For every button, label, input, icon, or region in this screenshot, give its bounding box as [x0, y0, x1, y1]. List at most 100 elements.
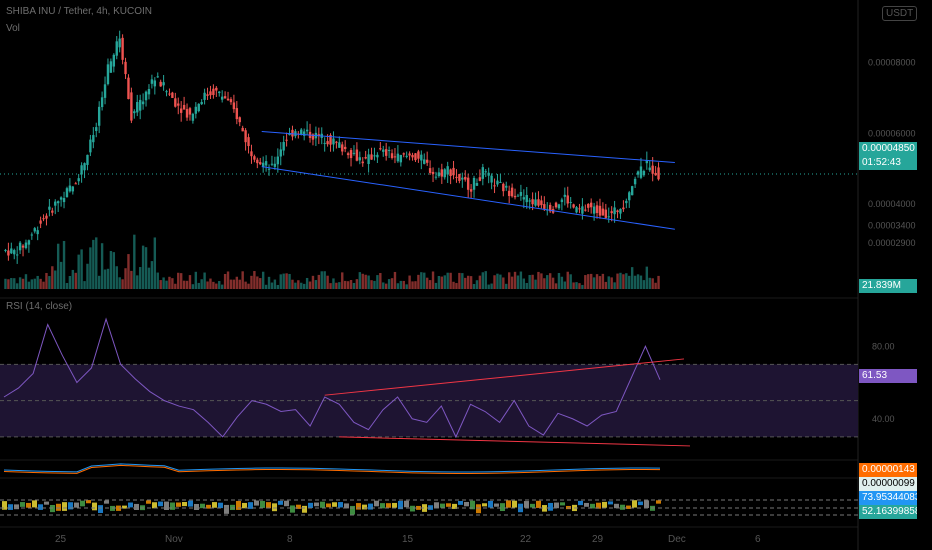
- candle-body: [417, 151, 420, 159]
- candle-body: [376, 154, 379, 158]
- candle-body: [425, 159, 429, 163]
- candle-body: [587, 204, 590, 208]
- grid-lines: [0, 0, 859, 550]
- volume-bar: [525, 282, 528, 289]
- oscillator-bar: [638, 501, 643, 506]
- symbol-title: SHIBA INU / Tether, 4h, KUCOIN: [6, 6, 152, 17]
- volume-bar: [288, 273, 291, 289]
- oscillator-bar: [14, 504, 19, 510]
- volume-bar: [513, 271, 517, 289]
- volume-bar: [455, 283, 458, 289]
- volume-bar: [317, 274, 321, 289]
- oscillator-bar: [644, 500, 649, 509]
- volume-bar: [89, 247, 92, 289]
- candle-body: [92, 135, 95, 143]
- volume-bar: [223, 273, 227, 289]
- oscillator-bar: [260, 500, 265, 508]
- candle-body: [100, 97, 104, 108]
- volume-bar: [21, 278, 25, 289]
- rsi-value-tag: 61.53: [859, 369, 917, 383]
- volume-bar: [420, 272, 423, 289]
- volume-bar: [628, 275, 631, 289]
- volume-bar: [264, 284, 268, 289]
- volume-bar: [291, 279, 294, 289]
- oscillator-bar: [92, 502, 97, 511]
- volume-bar: [639, 275, 643, 289]
- current-price-tag: 0.00004850: [859, 142, 917, 156]
- candle-body: [226, 98, 230, 101]
- volume-bar: [118, 277, 121, 289]
- volume-bar: [124, 268, 127, 289]
- lower-indicator-panels: [0, 463, 858, 516]
- candle-body: [305, 129, 309, 132]
- candle-body: [601, 208, 605, 216]
- axis-labels: 0.00008000 0.00006000 0.00004000 0.00003400…: [55, 57, 916, 545]
- volume-bar: [220, 284, 224, 289]
- candle-body: [367, 154, 370, 165]
- candle-body: [244, 130, 247, 143]
- candle-body: [171, 92, 174, 98]
- oscillator-bar: [434, 502, 439, 509]
- volume-bar: [241, 271, 244, 289]
- oscillator-bar: [560, 502, 565, 506]
- candle-body: [259, 162, 262, 165]
- volume-bar: [109, 250, 113, 289]
- candle-body: [493, 185, 496, 187]
- oscillator-bar: [374, 500, 379, 507]
- volume-bar: [97, 275, 101, 289]
- candle-body: [513, 195, 517, 198]
- candle-body: [525, 195, 528, 203]
- oscillator-bar: [68, 502, 73, 510]
- volume-bar: [188, 275, 192, 289]
- volume-bar: [18, 277, 22, 289]
- price-axis-tick-label: 0.00008000: [868, 57, 916, 67]
- candle-body: [373, 155, 376, 157]
- oscillator-bar: [410, 505, 415, 512]
- candle-body: [543, 204, 546, 209]
- candle-body: [355, 149, 359, 161]
- volume-bar: [95, 237, 98, 289]
- rsi-line: [3, 317, 661, 439]
- volume-bar: [302, 283, 306, 289]
- candle-body: [147, 89, 151, 95]
- candle-body: [428, 168, 432, 173]
- currency-button[interactable]: USDT: [882, 6, 918, 21]
- candle-body: [657, 167, 660, 180]
- volume-bar: [51, 266, 54, 289]
- candle-body: [364, 157, 367, 159]
- oscillator-bar: [440, 503, 445, 508]
- volume-bar: [417, 274, 420, 289]
- volume-bar: [349, 280, 353, 289]
- volume-bar: [554, 283, 558, 289]
- candle-body: [516, 195, 520, 197]
- oscillator-bar: [608, 501, 613, 505]
- oscillator-bar: [272, 503, 277, 512]
- volume-bar: [253, 271, 256, 289]
- volume-bar: [578, 283, 581, 289]
- oscillator-bar: [278, 500, 283, 505]
- volume-bar: [443, 275, 446, 289]
- oscillator-bar: [212, 502, 217, 508]
- time-axis-tick-label: Nov: [165, 534, 183, 545]
- volume-bar: [77, 254, 80, 289]
- volume-bar: [68, 276, 72, 289]
- candle-body: [434, 176, 438, 178]
- candle-body: [15, 254, 19, 256]
- time-axis-tick-label: 22: [520, 534, 532, 545]
- orange-value-tag: 0.00000143: [859, 463, 917, 477]
- oscillator-bar: [2, 501, 7, 510]
- volume-bar: [364, 274, 367, 289]
- candle-body: [203, 92, 206, 100]
- volume-bar: [402, 280, 405, 289]
- candle-body: [505, 185, 508, 188]
- candle-body: [97, 106, 101, 126]
- candle-body: [382, 149, 385, 152]
- candle-body: [589, 202, 593, 208]
- volume-bar: [168, 276, 171, 289]
- candle-body: [209, 91, 212, 96]
- candle-body: [56, 201, 60, 204]
- volume-bar: [332, 278, 335, 289]
- oscillator-bar: [578, 500, 583, 506]
- volume-bar: [30, 279, 34, 289]
